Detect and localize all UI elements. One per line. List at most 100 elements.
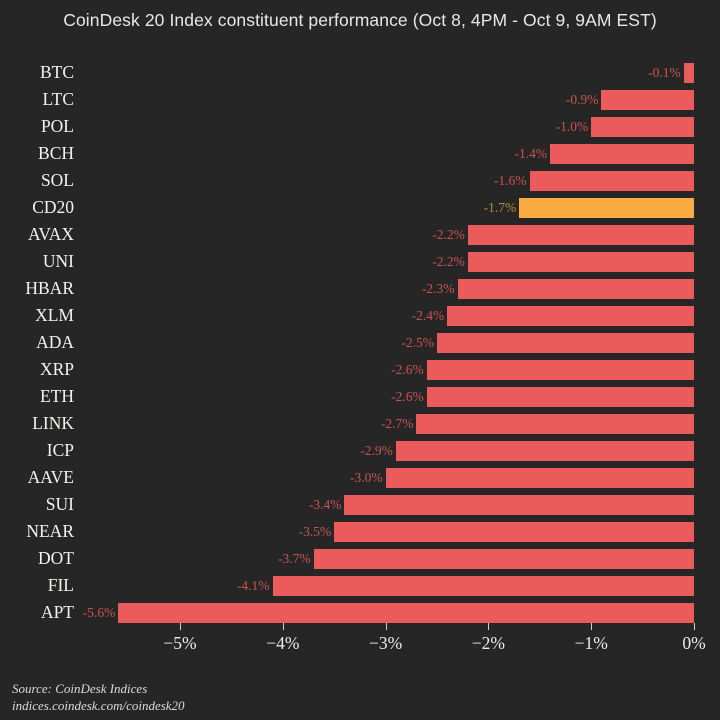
bar-row: BTC -0.1% [0, 59, 720, 86]
category-label: FIL [47, 575, 74, 595]
bar-value-label: -3.4% [308, 496, 342, 512]
bar-row: DOT -3.7% [0, 545, 720, 572]
bar-row: ICP -2.9% [0, 437, 720, 464]
source-footer: Source: CoinDesk Indices indices.coindes… [12, 680, 185, 714]
bar [601, 89, 694, 110]
bar [344, 494, 694, 515]
bar-row: FIL -4.1% [0, 572, 720, 599]
bar-track: -4.1% [0, 575, 720, 596]
bar [467, 224, 694, 245]
bar-value-label: -2.4% [411, 307, 445, 323]
bar-track: -2.6% [0, 359, 720, 380]
category-label: ADA [36, 332, 74, 352]
bar-value-label: -2.2% [432, 253, 465, 269]
category-label: CD20 [32, 197, 74, 217]
category-label: UNI [42, 251, 74, 271]
bar-value-label: -5.6% [82, 604, 116, 620]
bar-value-label: -2.5% [401, 334, 434, 350]
bar [447, 305, 694, 326]
bar-value-label: -0.1% [648, 64, 681, 80]
category-label: APT [40, 602, 74, 622]
category-label: POL [40, 116, 74, 136]
bar [457, 278, 694, 299]
plot-area: BTC -0.1% LTC -0.9% POL -1.0% BCH -1.4% SOL -1.6%… [0, 58, 720, 623]
bar-value-label: -1.6% [493, 172, 527, 188]
bar-track: -1.4% [0, 143, 720, 164]
bar-track: -2.3% [0, 278, 720, 299]
bar-row: HBAR -2.3% [0, 275, 720, 302]
bar-track: -2.2% [0, 251, 720, 272]
x-tick-mark [180, 623, 181, 630]
bar-row: XLM -2.4% [0, 302, 720, 329]
bar [385, 467, 694, 488]
bar [272, 575, 694, 596]
bar-row: XRP -2.6% [0, 356, 720, 383]
bar-value-label: -2.7% [380, 415, 414, 431]
category-label: ETH [39, 386, 74, 406]
category-label: XLM [35, 305, 74, 325]
x-tick-label: −2% [471, 633, 505, 653]
bar [118, 602, 694, 623]
bar [313, 548, 694, 569]
bar-row: LTC -0.9% [0, 86, 720, 113]
bar-value-label: -1.7% [483, 199, 517, 215]
bar-row: APT -5.6% [0, 599, 720, 626]
bar-track: -1.7% [0, 197, 720, 218]
bar-track: -2.7% [0, 413, 720, 434]
bar-track: -0.9% [0, 89, 720, 110]
bar-row: POL -1.0% [0, 113, 720, 140]
bar-track: -3.7% [0, 548, 720, 569]
bar-track: -1.6% [0, 170, 720, 191]
x-tick-label: −1% [574, 633, 608, 653]
bar-row: SOL -1.6% [0, 167, 720, 194]
x-tick-mark [694, 623, 695, 630]
bar-value-label: -4.1% [236, 577, 270, 593]
bar-row: BCH -1.4% [0, 140, 720, 167]
category-label: ICP [46, 440, 74, 460]
bar [529, 170, 694, 191]
bar-track: -2.5% [0, 332, 720, 353]
bar [550, 143, 694, 164]
category-label: BTC [39, 62, 74, 82]
x-tick-label: −3% [368, 633, 403, 653]
category-label: HBAR [25, 278, 74, 298]
bar-row: SUI -3.4% [0, 491, 720, 518]
source-url-line: indices.coindesk.com/coindesk20 [12, 698, 185, 713]
category-label: SUI [45, 494, 74, 514]
bar-highlighted [519, 197, 694, 218]
bar-track: -2.6% [0, 386, 720, 407]
category-label: SOL [40, 170, 74, 190]
x-tick-mark [591, 623, 593, 630]
bar-value-label: -2.6% [391, 361, 424, 377]
chart-title: CoinDesk 20 Index constituent performanc… [63, 10, 657, 30]
bar-value-label: -1.4% [514, 145, 548, 161]
x-tick-label: −5% [163, 633, 197, 653]
category-label: LTC [42, 89, 74, 109]
bar [334, 521, 694, 542]
x-axis: −5% −4% −3% −2% −1% 0% [0, 613, 720, 668]
bar-track: -2.9% [0, 440, 720, 461]
bar-row: CD20 -1.7% [0, 194, 720, 221]
category-label: NEAR [26, 521, 74, 541]
bar-row: NEAR -3.5% [0, 518, 720, 545]
bar-value-label: -2.6% [391, 388, 424, 404]
bar-row: ADA -2.5% [0, 329, 720, 356]
bar-track: -1.0% [0, 116, 720, 137]
x-tick-label: 0% [682, 633, 706, 653]
category-label: LINK [32, 413, 74, 433]
bar [426, 386, 694, 407]
bar-track: -2.4% [0, 305, 720, 326]
bar-row: UNI -2.2% [0, 248, 720, 275]
bar [437, 332, 694, 353]
bar-row: LINK -2.7% [0, 410, 720, 437]
bar-value-label: -2.2% [432, 226, 465, 242]
bar-value-label: -2.9% [360, 442, 393, 458]
bar-row: AAVE -3.0% [0, 464, 720, 491]
category-label: BCH [38, 143, 74, 163]
bar-value-label: -3.0% [349, 469, 383, 485]
bar-track: -0.1% [0, 62, 720, 83]
x-tick-label: −4% [266, 633, 300, 653]
bar-track: -3.0% [0, 467, 720, 488]
bar-value-label: -3.5% [298, 523, 332, 539]
